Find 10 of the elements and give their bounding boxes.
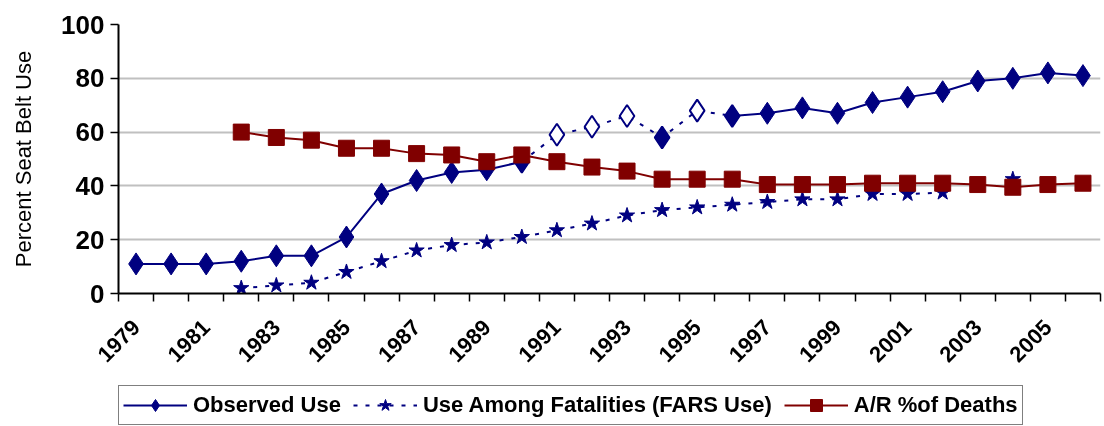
legend-label: Observed Use xyxy=(193,392,341,418)
legend-label: A/R %of Deaths xyxy=(853,392,1018,418)
y-tick-label: 20 xyxy=(75,224,105,255)
y-tick-label: 0 xyxy=(90,278,105,309)
y-tick-label: 60 xyxy=(75,117,105,148)
y-axis-title: Percent Seat Belt Use xyxy=(11,50,37,268)
y-tick-label: 100 xyxy=(61,9,105,40)
y-tick-label: 40 xyxy=(75,170,105,201)
legend-label: Use Among Fatalities (FARS Use) xyxy=(422,392,772,418)
y-tick-label: 80 xyxy=(75,63,105,94)
